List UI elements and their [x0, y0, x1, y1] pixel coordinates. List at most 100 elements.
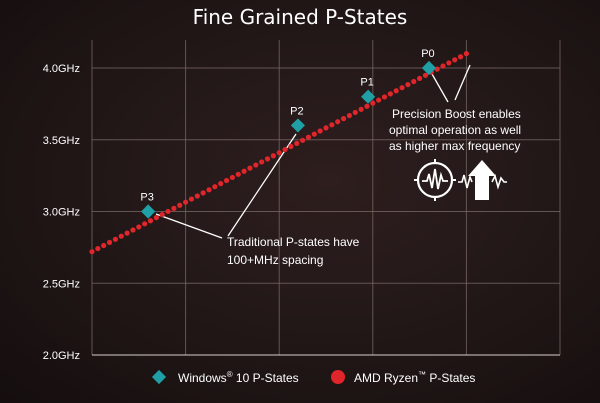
y-tick-label: 3.5GHz [43, 135, 80, 147]
ryzen-dot [235, 171, 241, 177]
windows-point-p1 [361, 89, 376, 104]
legend: Windows® 10 P-States AMD Ryzen™ P-States [151, 369, 475, 385]
gauge-wave-icon [414, 159, 456, 201]
ryzen-dot [153, 215, 159, 221]
ryzen-dot [329, 122, 335, 128]
ryzen-dot [340, 116, 347, 122]
ryzen-dot [130, 227, 136, 233]
legend-windows-marker [151, 369, 167, 385]
ryzen-dot [311, 131, 317, 137]
legend-ryzen-marker [331, 370, 345, 384]
arrow-to-max [454, 64, 471, 101]
point-label-p3: P3 [140, 192, 153, 204]
ryzen-dot [305, 134, 312, 140]
legend-ryzen-label: AMD Ryzen™ P-States [354, 370, 475, 385]
ryzen-dot [422, 72, 429, 78]
ryzen-dot [440, 63, 446, 69]
chart-title: Fine Grained P-States [193, 5, 408, 29]
ryzen-dot [112, 236, 118, 242]
annotation-boost-line-1: Precision Boost enables [392, 107, 521, 121]
ryzen-dot [259, 159, 265, 165]
ryzen-dot [264, 156, 271, 162]
ryzen-dot [294, 140, 300, 146]
annotation-traditional-line-1: Traditional P-states have [227, 235, 360, 249]
legend-item-windows: Windows® 10 P-States [151, 369, 299, 385]
ryzen-dot [142, 221, 148, 227]
ryzen-dot [405, 81, 411, 88]
ryzen-dot [223, 177, 230, 184]
ryzen-dot [165, 208, 171, 215]
ryzen-dot [200, 190, 206, 196]
windows-series: P3 P2 P1 P0 [140, 48, 437, 219]
ryzen-dot [317, 128, 323, 134]
frequency-up-icon [458, 160, 507, 200]
ryzen-dot [253, 162, 259, 168]
ryzen-series [89, 51, 469, 255]
ryzen-dot [118, 233, 124, 239]
ryzen-dot [270, 153, 276, 159]
ryzen-dot [358, 106, 364, 112]
ryzen-dot [393, 88, 399, 94]
y-tick-label: 3.0GHz [43, 207, 80, 219]
ryzen-dot [387, 91, 393, 97]
ryzen-dot [323, 125, 329, 131]
legend-windows-label: Windows® 10 P-States [178, 370, 299, 385]
annotation-boost: Precision Boost enables optimal operatio… [389, 107, 524, 153]
ryzen-dot [276, 150, 282, 156]
ryzen-dot [370, 100, 376, 106]
legend-item-ryzen: AMD Ryzen™ P-States [331, 370, 475, 385]
point-label-p1: P1 [360, 77, 373, 89]
ryzen-dot [147, 218, 154, 224]
y-tick-label: 2.5GHz [43, 278, 80, 290]
windows-point-p3 [141, 204, 156, 219]
ryzen-dot [300, 137, 306, 143]
ryzen-dot [399, 85, 405, 91]
ryzen-dot [446, 60, 452, 66]
point-label-p0: P0 [421, 48, 434, 60]
annotation-boost-line-3: as higher max frequency [389, 139, 520, 153]
ryzen-dot [282, 146, 288, 153]
y-tick-label: 2.0GHz [43, 350, 80, 362]
ryzen-dot [177, 202, 183, 208]
ryzen-dot [335, 119, 341, 125]
ryzen-dot [463, 51, 469, 57]
ryzen-dot [229, 174, 235, 181]
arrow-to-p0 [431, 73, 449, 103]
ryzen-dot [247, 165, 253, 171]
ryzen-dot [171, 205, 177, 211]
ryzen-dot [159, 211, 165, 218]
annotation-boost-line-2: optimal operation as well [389, 123, 521, 137]
ryzen-dot [194, 193, 200, 199]
annotation-traditional-line-2: 100+MHz spacing [227, 253, 323, 267]
ryzen-dot [218, 181, 224, 187]
ryzen-dot [381, 94, 388, 100]
ryzen-dot [452, 57, 458, 63]
y-axis-ticks: 2.0GHz 2.5GHz 3.0GHz 3.5GHz 4.0GHz [43, 63, 80, 362]
ryzen-dot [411, 78, 417, 85]
ryzen-dot [95, 245, 101, 252]
ryzen-dot [376, 97, 382, 103]
ryzen-dot [136, 224, 142, 230]
ryzen-dot [212, 184, 218, 190]
ryzen-dot [346, 112, 352, 119]
ryzen-dot [364, 103, 370, 109]
ryzen-dot [89, 249, 95, 255]
ryzen-dot [188, 196, 195, 202]
annotation-traditional: Traditional P-states have 100+MHz spacin… [227, 235, 363, 267]
grid [91, 40, 561, 356]
ryzen-dot [457, 54, 464, 60]
arrow-to-p3 [155, 213, 223, 239]
y-tick-label: 4.0GHz [43, 63, 80, 75]
point-label-p2: P2 [290, 105, 303, 117]
windows-point-p0 [421, 60, 437, 76]
ryzen-dot [183, 199, 189, 205]
ryzen-dot [288, 143, 294, 150]
ryzen-dot [124, 230, 130, 236]
ryzen-dot [106, 239, 113, 245]
ryzen-dot [241, 168, 247, 174]
ryzen-dot [206, 187, 212, 193]
ryzen-dot [352, 109, 358, 116]
ryzen-dot [101, 242, 107, 249]
